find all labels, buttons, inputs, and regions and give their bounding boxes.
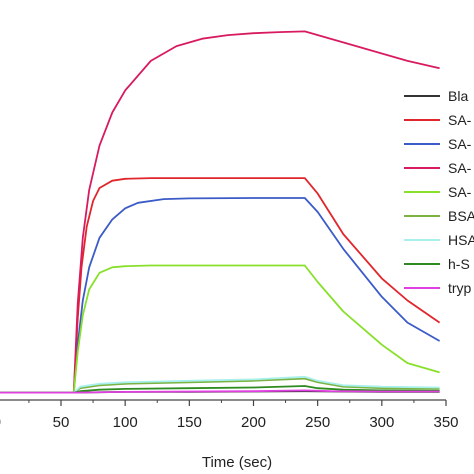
series-line-8 [0, 389, 440, 394]
legend-label-5: BSA [448, 208, 474, 224]
series-line-6 [0, 375, 440, 394]
x-tick-label-4: 200 [241, 414, 266, 431]
legend: Bla SA- SA- SA- SA- BSA HSA h-S tryp [404, 88, 474, 296]
x-tick-label-5: 250 [305, 414, 330, 431]
x-axis-title: Time (sec) [202, 454, 272, 471]
series-line-2 [0, 197, 441, 394]
legend-label-4: SA- [448, 184, 472, 200]
series-layer [0, 30, 441, 394]
legend-label-2: SA- [448, 136, 472, 152]
legend-label-3: SA- [448, 160, 472, 176]
series-line-1 [0, 177, 441, 394]
series-line-7 [0, 385, 440, 394]
legend-label-8: tryp [448, 280, 472, 296]
series-line-5 [0, 377, 440, 394]
x-ticks: 0 50 100 150 200 250 300 350 [0, 400, 459, 431]
legend-label-6: HSA [448, 232, 474, 248]
x-tick-label-6: 300 [369, 414, 394, 431]
x-tick-label-7: 350 [433, 414, 458, 431]
x-tick-label-0: 0 [0, 414, 1, 431]
series-line-4 [0, 264, 440, 394]
x-tick-label-3: 150 [177, 414, 202, 431]
series-line-3 [0, 30, 440, 394]
legend-label-1: SA- [448, 112, 472, 128]
legend-label-0: Bla [448, 88, 468, 104]
legend-label-7: h-S [448, 256, 470, 272]
x-tick-label-2: 100 [113, 414, 138, 431]
x-tick-label-1: 50 [53, 414, 70, 431]
